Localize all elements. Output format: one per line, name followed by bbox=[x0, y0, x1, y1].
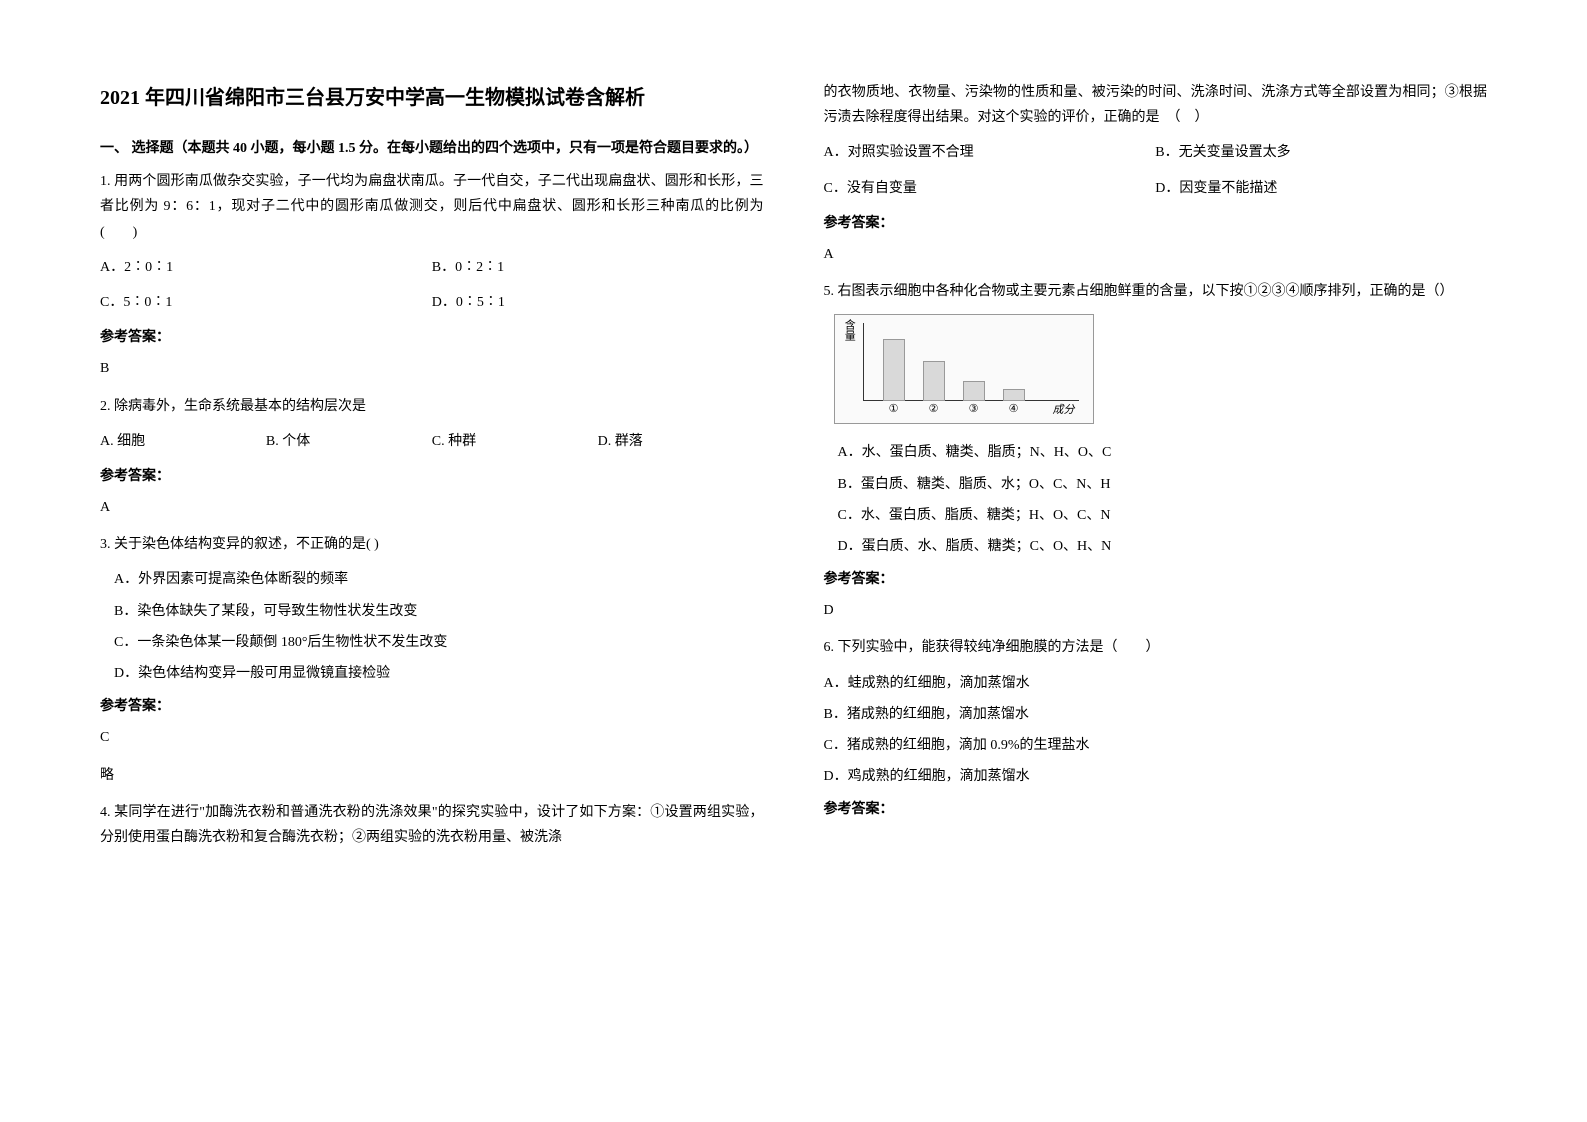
q5-chart: 含量 ① ② ③ ④ 成分 bbox=[834, 314, 1094, 424]
q5-opt-c: C．水、蛋白质、脂质、糖类；H、O、C、N bbox=[838, 503, 1488, 528]
page-title: 2021 年四川省绵阳市三台县万安中学高一生物模拟试卷含解析 bbox=[100, 80, 764, 116]
q6-ref: 参考答案： bbox=[824, 797, 1488, 822]
q1-options-row1: A．2∶0∶1 B．0∶2∶1 bbox=[100, 255, 764, 280]
q5-ref: 参考答案： bbox=[824, 567, 1488, 592]
q6-opt-a: A．蛙成熟的红细胞，滴加蒸馏水 bbox=[824, 671, 1488, 696]
q1-ans: B bbox=[100, 356, 764, 381]
chart-xlabel-4: ④ bbox=[1003, 400, 1025, 420]
q2-ref: 参考答案： bbox=[100, 464, 764, 489]
q3-ans: C bbox=[100, 725, 764, 750]
q2-opt-d: D. 群落 bbox=[598, 429, 764, 454]
q5-opt-d: D．蛋白质、水、脂质、糖类；C、O、H、N bbox=[838, 534, 1488, 559]
q6-opt-c: C．猪成熟的红细胞，滴加 0.9%的生理盐水 bbox=[824, 733, 1488, 758]
q4-opt-a: A．对照实验设置不合理 bbox=[824, 140, 1156, 165]
right-column: 的衣物质地、衣物量、污染物的性质和量、被污染的时间、洗涤时间、洗涤方式等全部设置… bbox=[824, 80, 1488, 1042]
q4-opt-b: B．无关变量设置太多 bbox=[1155, 140, 1487, 165]
section-heading: 一、 选择题（本题共 40 小题，每小题 1.5 分。在每小题给出的四个选项中，… bbox=[100, 136, 764, 161]
q4-text-part2: 的衣物质地、衣物量、污染物的性质和量、被污染的时间、洗涤时间、洗涤方式等全部设置… bbox=[824, 80, 1488, 130]
q2-ans: A bbox=[100, 495, 764, 520]
q3-opt-c: C．一条染色体某一段颠倒 180°后生物性状不发生改变 bbox=[114, 630, 764, 655]
q1-text: 1. 用两个圆形南瓜做杂交实验，子一代均为扁盘状南瓜。子一代自交，子二代出现扁盘… bbox=[100, 169, 764, 245]
chart-y-axis bbox=[863, 323, 864, 401]
chart-xlabel-2: ② bbox=[923, 400, 945, 420]
q4-options-row1: A．对照实验设置不合理 B．无关变量设置太多 bbox=[824, 140, 1488, 165]
left-column: 2021 年四川省绵阳市三台县万安中学高一生物模拟试卷含解析 一、 选择题（本题… bbox=[100, 80, 764, 1042]
q1-opt-d: D．0∶5∶1 bbox=[432, 290, 764, 315]
chart-xlabel-3: ③ bbox=[963, 400, 985, 420]
q2-text: 2. 除病毒外，生命系统最基本的结构层次是 bbox=[100, 394, 764, 419]
q4-ans: A bbox=[824, 242, 1488, 267]
q4-opt-d: D．因变量不能描述 bbox=[1155, 176, 1487, 201]
q5-opt-a: A．水、蛋白质、糖类、脂质；N、H、O、C bbox=[838, 440, 1488, 465]
q2-opt-a: A. 细胞 bbox=[100, 429, 266, 454]
chart-x-axis-label: 成分 bbox=[1053, 401, 1075, 421]
q1-opt-a: A．2∶0∶1 bbox=[100, 255, 432, 280]
chart-y-label: 含量 bbox=[839, 319, 859, 341]
q6-opt-d: D．鸡成熟的红细胞，滴加蒸馏水 bbox=[824, 764, 1488, 789]
q3-note: 略 bbox=[100, 763, 764, 788]
q3-ref: 参考答案： bbox=[100, 694, 764, 719]
q2-opt-c: C. 种群 bbox=[432, 429, 598, 454]
q2-opt-b: B. 个体 bbox=[266, 429, 432, 454]
chart-bar-2 bbox=[923, 361, 945, 401]
q2-options: A. 细胞 B. 个体 C. 种群 D. 群落 bbox=[100, 429, 764, 454]
chart-bar-3 bbox=[963, 381, 985, 401]
q4-opt-c: C．没有自变量 bbox=[824, 176, 1156, 201]
q6-opt-b: B．猪成熟的红细胞，滴加蒸馏水 bbox=[824, 702, 1488, 727]
q1-opt-b: B．0∶2∶1 bbox=[432, 255, 764, 280]
q5-ans: D bbox=[824, 598, 1488, 623]
q4-text-part1: 4. 某同学在进行"加酶洗衣粉和普通洗衣粉的洗涤效果"的探究实验中，设计了如下方… bbox=[100, 800, 764, 850]
q3-text: 3. 关于染色体结构变异的叙述，不正确的是( ) bbox=[100, 532, 764, 557]
q4-options-row2: C．没有自变量 D．因变量不能描述 bbox=[824, 176, 1488, 201]
q3-opt-a: A．外界因素可提高染色体断裂的频率 bbox=[114, 567, 764, 592]
q1-ref: 参考答案： bbox=[100, 325, 764, 350]
q1-options-row2: C．5∶0∶1 D．0∶5∶1 bbox=[100, 290, 764, 315]
q1-opt-c: C．5∶0∶1 bbox=[100, 290, 432, 315]
q5-opt-b: B．蛋白质、糖类、脂质、水；O、C、N、H bbox=[838, 472, 1488, 497]
q6-text: 6. 下列实验中，能获得较纯净细胞膜的方法是（ ） bbox=[824, 635, 1488, 660]
q3-opt-d: D．染色体结构变异一般可用显微镜直接检验 bbox=[114, 661, 764, 686]
chart-xlabel-1: ① bbox=[883, 400, 905, 420]
q3-opt-b: B．染色体缺失了某段，可导致生物性状发生改变 bbox=[114, 599, 764, 624]
q4-ref: 参考答案： bbox=[824, 211, 1488, 236]
q5-text: 5. 右图表示细胞中各种化合物或主要元素占细胞鲜重的含量，以下按①②③④顺序排列… bbox=[824, 279, 1488, 304]
chart-bar-1 bbox=[883, 339, 905, 401]
